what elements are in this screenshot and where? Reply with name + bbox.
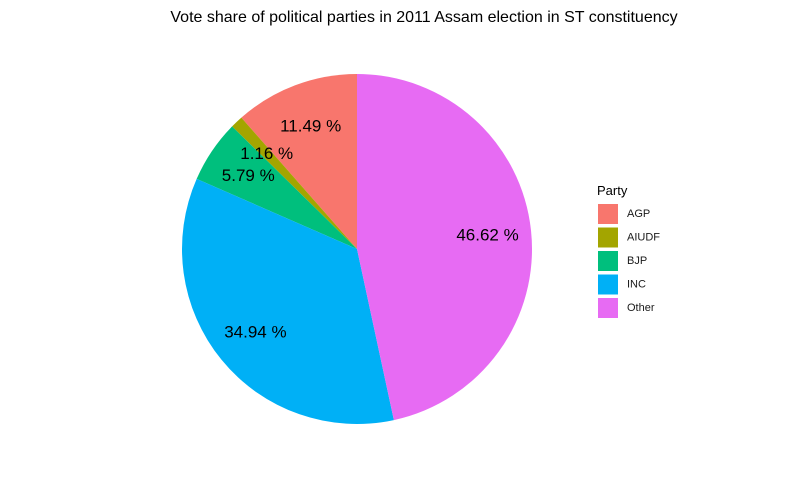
pie-slices <box>182 74 532 425</box>
legend-swatch-aiudf <box>598 227 618 248</box>
pie-slice-agp <box>241 74 357 249</box>
legend-label-bjp: BJP <box>627 255 647 267</box>
legend-label-aiudf: AIUDF <box>627 232 660 244</box>
pie-slice-labels: 11.49 % 1.16 % 5.79 % 34.94 % 46.62 % <box>222 117 519 342</box>
pie-slice-label-other: 46.62 % <box>456 226 518 245</box>
pie-slice-bjp <box>196 126 357 249</box>
legend-label-agp: AGP <box>627 208 650 220</box>
pie-slice-label-bjp: 5.79 % <box>222 166 275 185</box>
legend-swatch-bjp <box>598 251 618 271</box>
legend-title: Party <box>597 183 628 198</box>
pie-slice-inc <box>182 178 394 425</box>
legend: Party AGP AIUDF BJP INC Other <box>597 183 660 318</box>
legend-swatch-agp <box>598 204 618 224</box>
legend-label-inc: INC <box>627 279 646 291</box>
chart-title: Vote share of political parties in 2011 … <box>170 9 677 26</box>
pie-slice-label-inc: 34.94 % <box>224 323 286 342</box>
pie-slice-label-aiudf: 1.16 % <box>240 144 293 163</box>
pie-slice-label-agp: 11.49 % <box>280 117 341 136</box>
legend-swatch-inc <box>598 274 618 295</box>
pie-slice-aiudf <box>232 117 357 250</box>
legend-swatch-other <box>598 298 618 318</box>
legend-label-other: Other <box>627 302 655 314</box>
pie-slice-other <box>357 74 532 421</box>
